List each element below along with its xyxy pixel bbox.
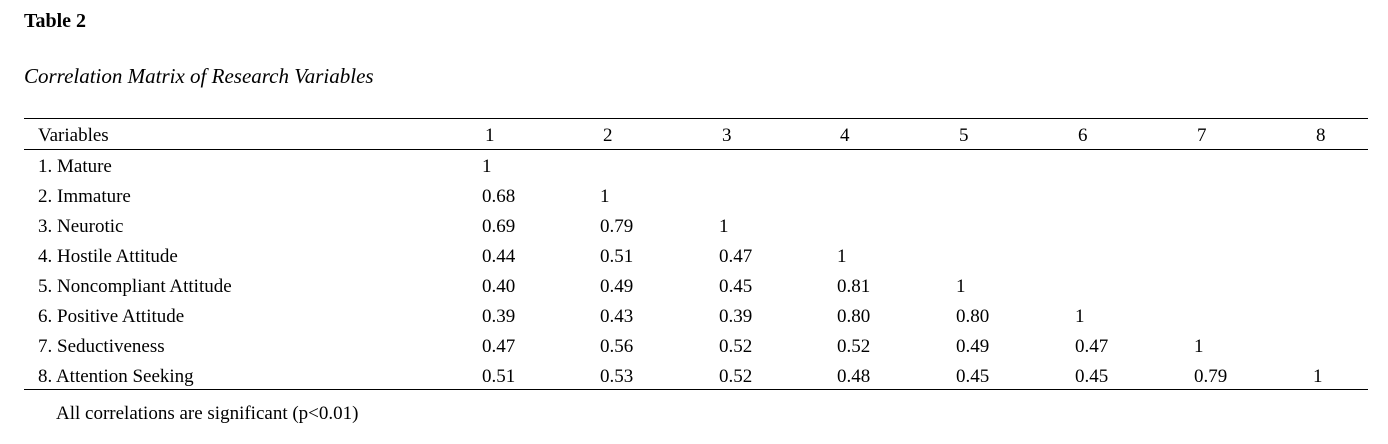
table-note: All correlations are significant (p<0.01…	[56, 403, 359, 424]
column-header: 1	[485, 125, 495, 146]
row-label: 4. Hostile Attitude	[38, 246, 178, 267]
column-header: 7	[1197, 125, 1207, 146]
cell: 0.40	[482, 276, 516, 297]
column-header: 4	[840, 125, 850, 146]
cell: 0.45	[956, 366, 990, 387]
cell: 0.52	[837, 336, 871, 357]
row-label: 2. Immature	[38, 186, 131, 207]
cell: 0.79	[1194, 366, 1228, 387]
cell: 0.47	[719, 246, 753, 267]
cell: 0.49	[956, 336, 990, 357]
cell: 0.68	[482, 186, 516, 207]
table-title: Table 2	[24, 10, 87, 32]
cell: 0.39	[719, 306, 753, 327]
cell: 1	[600, 186, 610, 207]
row-label: 3. Neurotic	[38, 216, 124, 237]
cell: 1	[1313, 366, 1323, 387]
column-header: 3	[722, 125, 732, 146]
cell: 0.51	[600, 246, 634, 267]
cell: 0.79	[600, 216, 634, 237]
row-label: 8. Attention Seeking	[38, 366, 194, 387]
cell: 0.39	[482, 306, 516, 327]
column-header: 8	[1316, 125, 1326, 146]
row-label: 7. Seductiveness	[38, 336, 165, 357]
row-label: 6. Positive Attitude	[38, 306, 185, 327]
cell: 0.53	[600, 366, 634, 387]
top-rule	[24, 118, 1368, 119]
cell: 0.44	[482, 246, 516, 267]
cell: 0.80	[837, 306, 871, 327]
cell: 0.51	[482, 366, 516, 387]
cell: 1	[1194, 336, 1204, 357]
cell: 0.47	[1075, 336, 1109, 357]
column-header: Variables	[38, 125, 109, 146]
table-subtitle: Correlation Matrix of Research Variables	[24, 64, 374, 88]
cell: 0.80	[956, 306, 990, 327]
cell: 1	[719, 216, 729, 237]
cell: 0.45	[1075, 366, 1109, 387]
cell: 1	[482, 156, 492, 177]
cell: 0.56	[600, 336, 634, 357]
cell: 0.69	[482, 216, 516, 237]
cell: 0.49	[600, 276, 634, 297]
cell: 0.47	[482, 336, 516, 357]
cell: 1	[956, 276, 966, 297]
column-header: 2	[603, 125, 613, 146]
header-rule	[24, 149, 1368, 150]
cell: 0.43	[600, 306, 634, 327]
cell: 0.81	[837, 276, 871, 297]
cell: 0.52	[719, 366, 753, 387]
cell: 0.45	[719, 276, 753, 297]
cell: 1	[1075, 306, 1085, 327]
cell: 1	[837, 246, 847, 267]
cell: 0.48	[837, 366, 871, 387]
column-header: 6	[1078, 125, 1088, 146]
bottom-rule	[24, 389, 1368, 390]
row-label: 5. Noncompliant Attitude	[38, 276, 232, 297]
row-label: 1. Mature	[38, 156, 112, 177]
column-header: 5	[959, 125, 969, 146]
cell: 0.52	[719, 336, 753, 357]
